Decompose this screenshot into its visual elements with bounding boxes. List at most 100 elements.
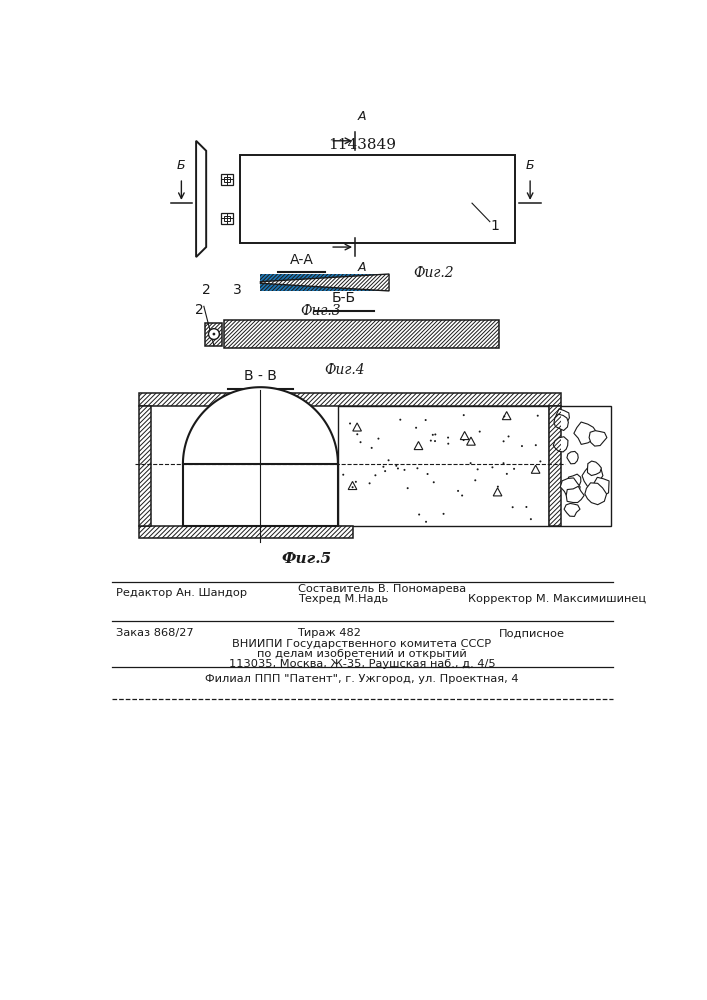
Text: 3: 3 [233,283,242,297]
Circle shape [384,470,386,472]
Polygon shape [564,503,580,516]
Polygon shape [585,483,607,505]
Bar [260,274,389,291]
Bar [183,464,338,526]
Circle shape [213,333,216,335]
Bar [139,406,151,526]
Circle shape [349,422,351,424]
Circle shape [432,434,434,436]
Circle shape [469,462,472,464]
Circle shape [397,467,399,469]
Circle shape [425,419,426,421]
Circle shape [395,465,397,467]
Bar [206,323,223,346]
Polygon shape [260,274,389,291]
Circle shape [512,506,514,508]
Text: Составитель В. Пономарева: Составитель В. Пономарева [298,584,466,594]
Circle shape [530,518,532,520]
Text: 1: 1 [491,219,500,233]
Circle shape [387,459,390,461]
Polygon shape [561,478,580,497]
Circle shape [404,469,406,471]
Circle shape [416,467,419,469]
Circle shape [355,481,357,483]
Circle shape [415,427,417,429]
Bar [549,406,561,526]
Text: А-А: А-А [290,253,313,267]
Polygon shape [554,414,568,431]
Circle shape [378,438,380,440]
Circle shape [457,490,459,492]
Text: Редактор Ан. Шандор: Редактор Ан. Шандор [115,588,247,598]
Text: Фиг.3: Фиг.3 [300,304,341,318]
Bar [221,213,233,224]
Polygon shape [592,477,609,496]
Text: Филиал ППП "Патент", г. Ужгород, ул. Проектная, 4: Филиал ППП "Патент", г. Ужгород, ул. Про… [205,674,519,684]
Text: Б: Б [526,159,534,172]
Circle shape [513,468,515,470]
Text: 1143849: 1143849 [328,138,396,152]
Polygon shape [567,474,581,488]
Circle shape [462,439,464,441]
Bar [151,406,561,526]
Circle shape [375,474,376,476]
Circle shape [461,495,463,497]
Circle shape [407,487,409,489]
Text: Техред М.Надь: Техред М.Надь [298,594,387,604]
Text: 2: 2 [195,303,204,317]
Circle shape [434,433,436,435]
Circle shape [448,443,449,445]
Bar [240,155,515,243]
Circle shape [209,329,219,339]
Circle shape [356,433,358,435]
Circle shape [425,521,427,523]
Circle shape [539,460,542,462]
Text: ВНИИПИ Государственного комитета СССР: ВНИИПИ Государственного комитета СССР [233,639,491,649]
Bar [224,320,499,348]
Circle shape [474,479,477,481]
Circle shape [491,466,493,468]
Circle shape [443,513,445,515]
Text: 2: 2 [201,283,211,297]
Text: Фиг.5: Фиг.5 [282,552,332,566]
Polygon shape [554,437,568,452]
Circle shape [433,481,435,483]
Circle shape [418,514,420,516]
Text: Б: Б [177,159,186,172]
Circle shape [399,419,402,421]
Circle shape [537,415,539,417]
Circle shape [497,486,499,488]
Bar [139,406,151,526]
Bar [224,320,499,348]
Bar [549,406,611,526]
Circle shape [351,486,354,488]
Bar [139,393,561,406]
Polygon shape [566,486,584,503]
Polygon shape [196,141,206,257]
Circle shape [342,474,344,476]
Polygon shape [589,431,607,446]
Circle shape [534,444,537,446]
Text: Корректор М. Максимишинец: Корректор М. Максимишинец [468,594,646,604]
Text: Фиг.2: Фиг.2 [413,266,454,280]
Text: В - В: В - В [244,369,277,383]
Bar [221,174,233,185]
Circle shape [430,440,432,442]
Circle shape [426,473,428,475]
Text: Б-Б: Б-Б [332,291,356,305]
Polygon shape [183,387,338,464]
Bar [139,526,354,538]
Text: Заказ 868/27: Заказ 868/27 [115,628,193,638]
Text: Тираж 482: Тираж 482 [297,628,361,638]
Bar [338,406,549,526]
Circle shape [368,482,370,484]
Text: Фиг.4: Фиг.4 [324,363,364,377]
Circle shape [370,447,373,449]
Circle shape [525,506,527,508]
Circle shape [477,468,479,470]
Polygon shape [582,465,603,487]
Polygon shape [567,451,578,464]
Bar [549,406,561,526]
Bar [139,526,354,538]
Circle shape [479,431,481,433]
